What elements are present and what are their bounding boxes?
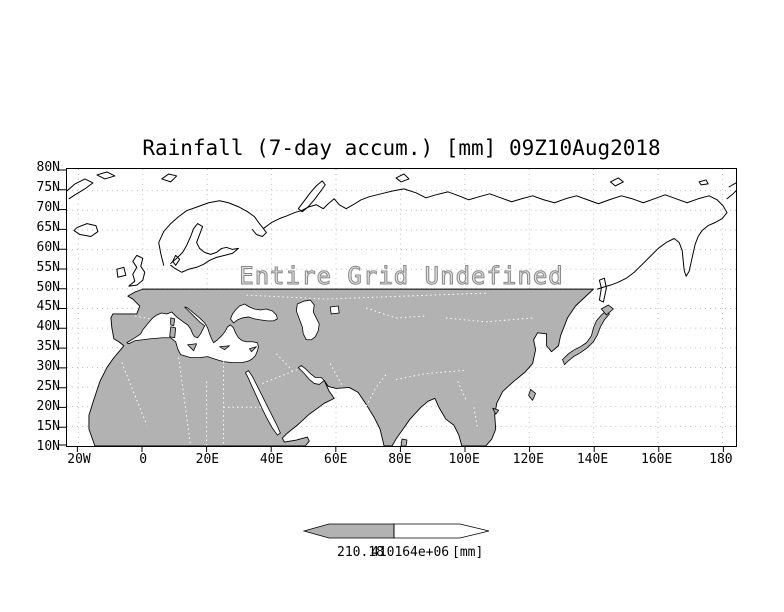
arctic-siberia-coast (262, 188, 728, 290)
cyprus (249, 346, 257, 353)
coastlines-group (67, 171, 736, 303)
latitude-tick-label: 50N (36, 279, 60, 295)
canadian-arctic (96, 171, 116, 180)
longitude-tick-label: 40E (259, 452, 284, 467)
plot-title: Rainfall (7-day accum.) [mm] 09Z10Aug201… (142, 136, 661, 160)
latitude-tick-label: 25N (36, 379, 60, 395)
longitude-tick-label: 80E (388, 452, 412, 467)
red-sea (245, 370, 281, 436)
latitude-tick-label: 20N (36, 399, 60, 415)
latitude-tick-label: 15N (36, 418, 60, 434)
longitude-tick-label: 20E (195, 452, 220, 467)
taiwan (528, 389, 536, 401)
severnaya-zemlya (395, 173, 410, 183)
colorbar-right-segment (393, 523, 490, 539)
svalbard (161, 173, 178, 183)
black-sea (230, 303, 278, 324)
scandinavia-coast (158, 200, 267, 266)
caspian-sea (295, 299, 320, 341)
colorbar-legend (302, 523, 490, 539)
baltic-sea-coast (170, 223, 239, 273)
persian-gulf (297, 365, 325, 385)
longitude-tick-label: 60E (324, 452, 348, 467)
bering-alaska-corner (726, 182, 736, 200)
hainan (492, 407, 500, 415)
longitude-tick-label: 100E (448, 452, 480, 467)
longitude-tick-label: 20W (67, 452, 91, 467)
longitude-axis-labels: 20W 0 20E 40E 60E 80E 100E 120E 140E 160E 180 (57, 452, 743, 467)
colorbar-value-label: 41016 (371, 545, 411, 560)
islands-shaded (169, 304, 614, 446)
longitude-tick-label: 120E (512, 452, 544, 467)
latitude-tick-marks (59, 169, 66, 446)
map-canvas (67, 169, 736, 446)
latitude-axis-labels: 80N 75N 70N 65N 60N 55N 50N 45N 40N 35N 30N 25N 20N 1… (18, 161, 60, 454)
new-siberian-islands (609, 177, 624, 187)
great-britain (128, 254, 146, 287)
sri-lanka (400, 438, 408, 446)
sicily (187, 343, 198, 352)
crete (219, 345, 230, 351)
colorbar-value-label: 210.18 (337, 545, 384, 560)
latitude-tick-label: 40N (36, 319, 60, 335)
longitude-tick-marks (76, 447, 724, 452)
novaya-zemlya (297, 180, 326, 213)
colorbar-left-segment (302, 523, 395, 539)
ireland (116, 266, 127, 278)
latitude-tick-label: 80N (36, 160, 60, 175)
colorbar-value-label: 4e+06 (410, 545, 450, 560)
sakhalin (598, 277, 607, 303)
undefined-grid-annotation: Entire Grid Undefined (239, 262, 564, 291)
colorbar-labels: 210.18 41016 4e+06 [mm] (0, 545, 784, 561)
landmass-shaded (88, 288, 594, 446)
latitude-tick-label: 70N (36, 199, 60, 215)
latitude-tick-label: 30N (36, 359, 60, 375)
latitude-tick-label: 10N (36, 438, 60, 454)
iceland (73, 223, 99, 238)
longitude-tick-label: 160E (641, 452, 673, 467)
longitude-tick-label: 180 (709, 452, 733, 467)
latitude-tick-label: 55N (36, 259, 60, 275)
latitude-tick-label: 35N (36, 339, 60, 355)
map-frame (66, 168, 737, 447)
greenland-corner (67, 178, 94, 200)
latitude-tick-label: 45N (36, 299, 60, 315)
latitude-tick-label: 65N (36, 219, 60, 235)
country-borders (121, 292, 534, 446)
latitude-tick-label: 75N (36, 179, 60, 195)
colorbar-units-label: [mm] (452, 545, 484, 560)
japan (562, 310, 610, 365)
hokkaido (601, 304, 614, 316)
sardinia (169, 326, 177, 339)
aral-sea (329, 305, 340, 315)
corsica (170, 317, 176, 327)
longitude-tick-label: 0 (139, 452, 148, 467)
wrangel-island (698, 179, 709, 186)
longitude-tick-label: 140E (576, 452, 609, 467)
denmark (172, 254, 181, 266)
latitude-tick-label: 60N (36, 239, 60, 255)
